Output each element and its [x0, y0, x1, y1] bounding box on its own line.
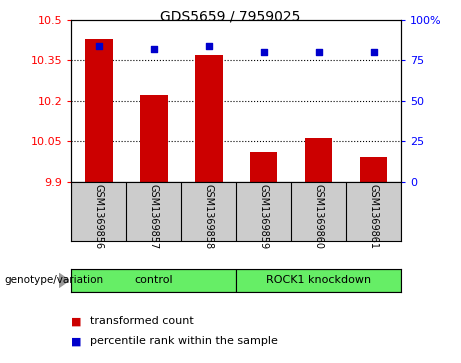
Text: genotype/variation: genotype/variation: [5, 276, 104, 285]
Text: transformed count: transformed count: [90, 316, 194, 326]
Point: [205, 43, 213, 49]
Text: GSM1369857: GSM1369857: [149, 184, 159, 250]
Point: [95, 43, 103, 49]
Text: GSM1369858: GSM1369858: [204, 184, 214, 250]
Text: ■: ■: [71, 316, 82, 326]
Text: GSM1369860: GSM1369860: [313, 184, 324, 249]
Bar: [236, 269, 401, 292]
Point: [370, 49, 377, 55]
Text: GSM1369859: GSM1369859: [259, 184, 269, 250]
Polygon shape: [59, 273, 69, 287]
Text: ROCK1 knockdown: ROCK1 knockdown: [266, 276, 371, 285]
Text: GSM1369861: GSM1369861: [369, 184, 378, 249]
Text: control: control: [135, 276, 173, 285]
Text: ■: ■: [71, 336, 82, 346]
Bar: [140, 95, 168, 182]
Point: [260, 49, 267, 55]
Bar: [195, 55, 223, 182]
Bar: [250, 152, 278, 182]
Text: GDS5659 / 7959025: GDS5659 / 7959025: [160, 9, 301, 23]
Text: percentile rank within the sample: percentile rank within the sample: [90, 336, 278, 346]
Bar: [360, 157, 387, 182]
Bar: [85, 39, 112, 182]
Text: GSM1369856: GSM1369856: [94, 184, 104, 250]
Bar: [71, 269, 236, 292]
Bar: [305, 138, 332, 182]
Point: [315, 49, 322, 55]
Point: [150, 46, 158, 52]
